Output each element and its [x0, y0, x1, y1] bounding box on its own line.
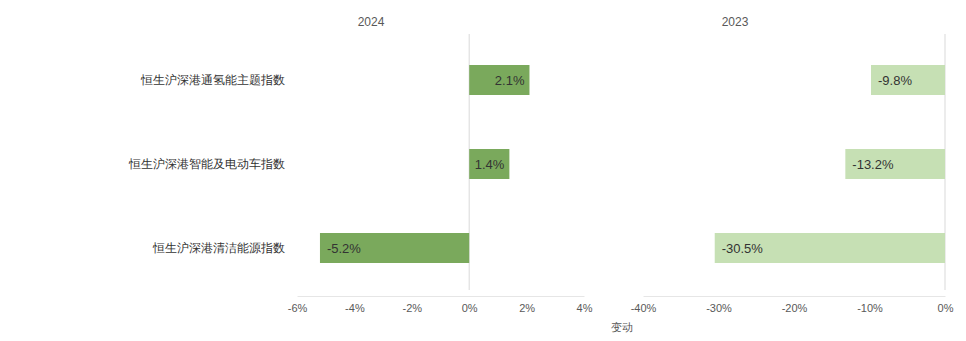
panel: 2024 2.1% 1.4% -5.2% 恒生沪深港通氢能主题指数恒生沪深港智能及电动车…: [128, 15, 593, 314]
x-axis: -40% -30% -20% -10% 0%: [631, 296, 954, 314]
data-label: 2.1%: [495, 73, 525, 88]
bar: [469, 149, 509, 179]
tick: -2%: [403, 296, 423, 314]
tick: -4%: [345, 296, 365, 314]
chart-root: 2024 2.1% 1.4% -5.2% 恒生沪深港通氢能主题指数恒生沪深港智能及电动车…: [0, 0, 966, 341]
tick-label: -4%: [345, 302, 365, 314]
bar: [871, 65, 945, 95]
tick: -20%: [782, 296, 808, 314]
tick-label: -10%: [857, 302, 883, 314]
data-label: -5.2%: [327, 241, 361, 256]
category-labels: 恒生沪深港通氢能主题指数恒生沪深港智能及电动车指数恒生沪深港清洁能源指数: [128, 73, 285, 255]
panel: 2023 -9.8% -13.2% -30.5% -40% -30% -20% -10% 0%: [631, 15, 954, 314]
x-axis-title: 变动: [611, 321, 633, 333]
tick-label: 0%: [938, 302, 954, 314]
tick: 2%: [519, 296, 535, 314]
data-label: 1.4%: [475, 157, 505, 172]
tick: -10%: [857, 296, 883, 314]
tick: -40%: [631, 296, 657, 314]
category-label: 恒生沪深港通氢能主题指数: [140, 73, 285, 87]
tick-label: -6%: [288, 302, 308, 314]
bars: [320, 65, 530, 263]
data-labels: 2.1% 1.4% -5.2%: [327, 73, 525, 256]
x-axis: -6% -4% -2% 0% 2% 4%: [288, 296, 593, 314]
tick-label: -2%: [403, 302, 423, 314]
data-label: -9.8%: [878, 73, 912, 88]
panel-title: 2024: [358, 15, 385, 29]
bars: [715, 65, 945, 263]
data-label: -13.2%: [852, 157, 894, 172]
bar: [715, 233, 945, 263]
tick-label: 0%: [462, 302, 478, 314]
panel-title: 2023: [722, 15, 749, 29]
tick-label: -20%: [782, 302, 808, 314]
tick-label: 4%: [577, 302, 593, 314]
tick-label: -30%: [706, 302, 732, 314]
bar: [320, 233, 469, 263]
data-labels: -9.8% -13.2% -30.5%: [722, 73, 913, 256]
tick: 0%: [462, 296, 478, 314]
tick: -6%: [288, 296, 308, 314]
bar: [845, 149, 945, 179]
category-label: 恒生沪深港清洁能源指数: [152, 241, 285, 255]
axis-line: [298, 296, 585, 297]
tick-label: -40%: [631, 302, 657, 314]
category-label: 恒生沪深港智能及电动车指数: [128, 157, 285, 171]
axis-line: [644, 296, 946, 297]
tick: 4%: [577, 296, 593, 314]
tick: 0%: [938, 296, 954, 314]
tick-label: 2%: [519, 302, 535, 314]
bar: [469, 65, 529, 95]
data-label: -30.5%: [722, 241, 764, 256]
tick: -30%: [706, 296, 732, 314]
